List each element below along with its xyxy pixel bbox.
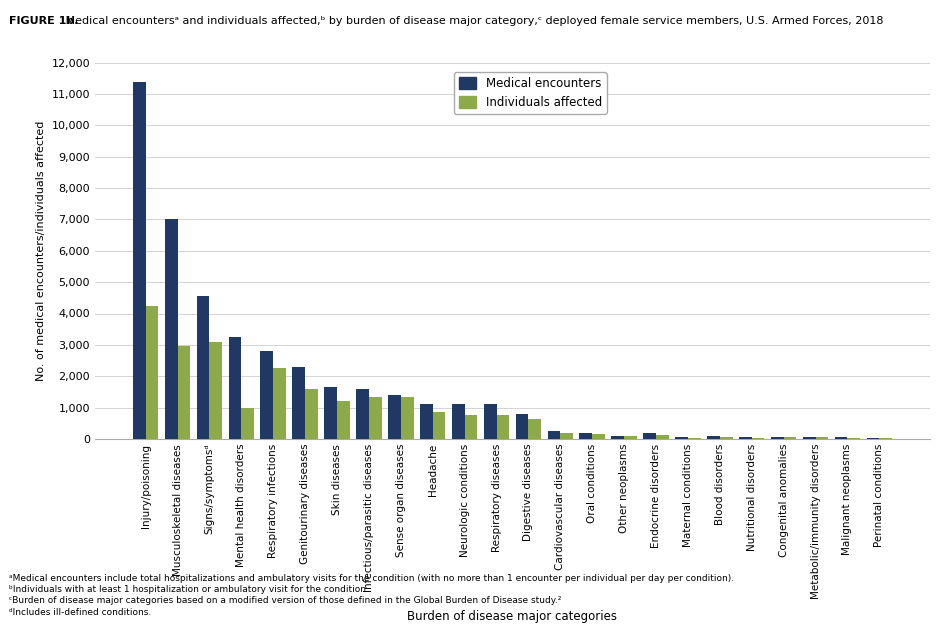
Bar <box>784 438 796 439</box>
Bar <box>739 438 752 439</box>
Bar <box>369 397 381 439</box>
Bar <box>260 351 273 439</box>
Bar <box>515 414 529 439</box>
Bar <box>306 389 318 439</box>
Text: ᵈIncludes ill-defined conditions.: ᵈIncludes ill-defined conditions. <box>9 608 152 616</box>
Y-axis label: No. of medical encounters/individuals affected: No. of medical encounters/individuals af… <box>36 120 46 381</box>
Bar <box>273 369 286 439</box>
Text: ᵃMedical encounters include total hospitalizations and ambulatory visits for the: ᵃMedical encounters include total hospit… <box>9 574 735 582</box>
Bar <box>580 433 592 439</box>
Bar <box>592 434 605 439</box>
Bar <box>688 438 700 439</box>
Bar <box>356 389 369 439</box>
Bar <box>752 438 765 439</box>
Text: ᵇIndividuals with at least 1 hospitalization or ambulatory visit for the conditi: ᵇIndividuals with at least 1 hospitaliza… <box>9 585 369 594</box>
Bar <box>529 419 541 439</box>
Bar <box>675 438 688 439</box>
Bar <box>177 346 191 439</box>
Bar <box>484 404 496 439</box>
Bar <box>611 436 624 439</box>
Text: ᶜBurden of disease major categories based on a modified version of those defined: ᶜBurden of disease major categories base… <box>9 596 562 605</box>
Bar <box>433 413 445 439</box>
Bar <box>847 438 860 439</box>
Bar <box>624 436 637 439</box>
Bar <box>420 404 433 439</box>
Bar <box>452 404 465 439</box>
Bar <box>707 436 719 439</box>
Bar <box>229 337 241 439</box>
Bar <box>815 438 828 439</box>
Bar <box>325 387 337 439</box>
Bar <box>133 82 145 439</box>
Bar <box>388 395 400 439</box>
Text: FIGURE 1b.: FIGURE 1b. <box>9 16 79 26</box>
Bar <box>465 416 477 439</box>
Bar <box>834 438 847 439</box>
Legend: Medical encounters, Individuals affected: Medical encounters, Individuals affected <box>454 72 606 113</box>
Bar <box>145 306 158 439</box>
Bar <box>165 219 177 439</box>
Bar <box>496 416 510 439</box>
Bar <box>643 433 656 439</box>
Bar <box>196 297 210 439</box>
Bar <box>241 408 254 439</box>
Bar <box>400 397 414 439</box>
X-axis label: Burden of disease major categories: Burden of disease major categories <box>407 611 618 623</box>
Bar <box>292 367 306 439</box>
Text: Medical encountersᵃ and individuals affected,ᵇ by burden of disease major catego: Medical encountersᵃ and individuals affe… <box>62 16 884 26</box>
Bar <box>771 436 784 439</box>
Bar <box>548 431 560 439</box>
Bar <box>656 435 669 439</box>
Bar <box>719 436 733 439</box>
Bar <box>210 342 222 439</box>
Bar <box>560 433 573 439</box>
Bar <box>337 401 350 439</box>
Bar <box>866 438 880 439</box>
Bar <box>803 436 815 439</box>
